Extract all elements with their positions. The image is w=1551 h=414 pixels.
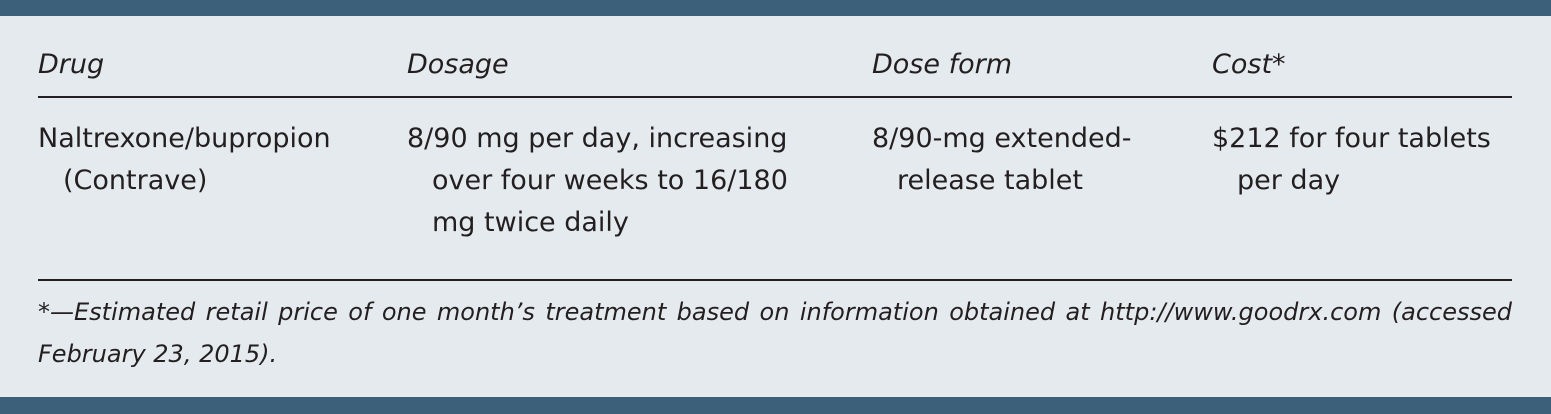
header-dosage: Dosage <box>407 49 509 80</box>
cell-drug: Naltrexone/bupropion (Contrave) <box>38 123 331 196</box>
cell-cost: $212 for four tablets per day <box>1212 123 1491 196</box>
drug-table: Drug Dosage Dose form Cost* Naltrexone/b… <box>38 44 1512 281</box>
bottom-bar <box>0 397 1551 414</box>
footnote: *—Estimated retail price of one month’s … <box>38 298 1512 368</box>
cell-dose-form: 8/90-mg extended-release tablet <box>872 123 1132 196</box>
top-bar <box>0 0 1551 16</box>
cell-dosage: 8/90 mg per day, increasing over four we… <box>407 123 788 238</box>
table-header: Drug Dosage Dose form Cost* <box>38 44 1512 98</box>
header-cost: Cost* <box>1212 49 1286 80</box>
header-dose-form: Dose form <box>872 49 1012 80</box>
table-row: Naltrexone/bupropion (Contrave) 8/90 mg … <box>38 98 1512 281</box>
header-drug: Drug <box>38 49 105 80</box>
